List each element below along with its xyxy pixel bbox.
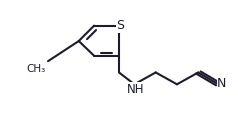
Text: N: N bbox=[217, 77, 227, 90]
Text: S: S bbox=[116, 19, 124, 32]
Text: NH: NH bbox=[127, 83, 144, 96]
Text: CH₃: CH₃ bbox=[26, 64, 46, 74]
